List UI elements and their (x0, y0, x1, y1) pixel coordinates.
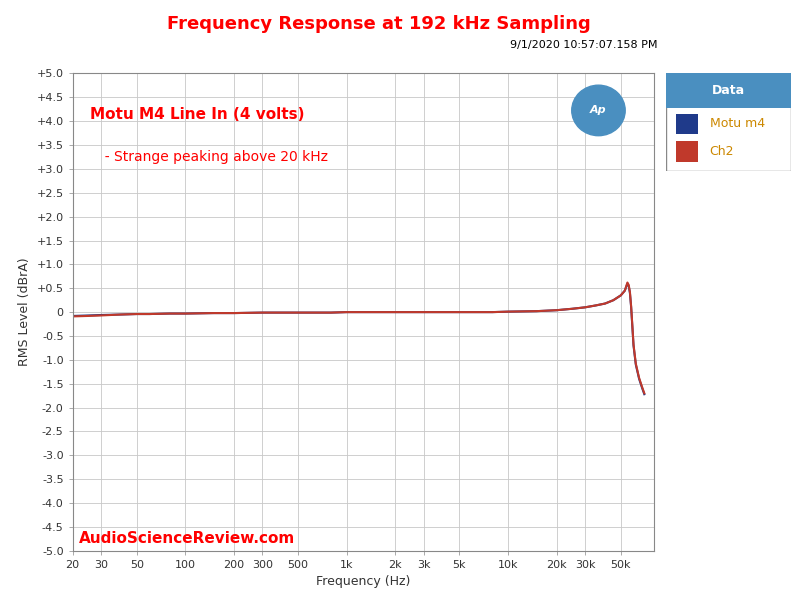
Text: 9/1/2020 10:57:07.158 PM: 9/1/2020 10:57:07.158 PM (510, 40, 658, 50)
Motu m4 (342, 308, 352, 316)
Ch2 (391, 308, 400, 316)
Ch2 (567, 305, 577, 313)
Ch2 (116, 311, 126, 318)
Ch2 (165, 310, 174, 317)
Motu m4 (132, 310, 142, 318)
Ch2 (454, 308, 464, 316)
Text: Data: Data (712, 84, 745, 97)
Ch2 (532, 307, 541, 315)
Motu m4 (622, 280, 632, 287)
Motu m4 (624, 282, 633, 289)
Motu m4 (454, 308, 464, 316)
FancyBboxPatch shape (666, 73, 791, 108)
Ch2 (639, 390, 649, 397)
Ch2 (96, 312, 106, 319)
Motu m4 (165, 310, 174, 317)
Line: Motu m4: Motu m4 (73, 283, 644, 394)
Motu m4 (600, 300, 610, 307)
Text: AudioScienceReview.com: AudioScienceReview.com (78, 531, 295, 546)
Ch2 (132, 310, 142, 318)
Motu m4 (144, 310, 154, 318)
Ch2 (624, 282, 633, 289)
Motu m4 (625, 289, 635, 297)
Motu m4 (293, 309, 303, 316)
FancyBboxPatch shape (675, 114, 698, 134)
Ch2 (591, 302, 600, 309)
Ch2 (503, 308, 512, 315)
Ch2 (625, 288, 635, 296)
Ch2 (419, 308, 429, 316)
Motu m4 (629, 342, 638, 349)
Ch2 (600, 300, 610, 307)
Ch2 (83, 312, 93, 319)
Motu m4 (620, 287, 629, 294)
Motu m4 (626, 304, 636, 311)
Ch2 (638, 384, 647, 391)
Text: Frequency Response at 192 kHz Sampling: Frequency Response at 192 kHz Sampling (167, 15, 592, 33)
Motu m4 (326, 309, 336, 316)
Motu m4 (487, 308, 497, 316)
Motu m4 (391, 308, 400, 316)
FancyBboxPatch shape (666, 73, 791, 171)
Ch2 (620, 287, 629, 294)
FancyBboxPatch shape (675, 141, 698, 162)
Motu m4 (567, 305, 577, 313)
Motu m4 (96, 312, 106, 319)
Ch2 (628, 322, 638, 329)
Ch2 (622, 279, 632, 286)
Ch2 (326, 309, 336, 316)
Ch2 (608, 296, 618, 304)
Ch2 (68, 313, 77, 320)
Ch2 (552, 307, 562, 314)
Motu m4 (580, 304, 590, 311)
Ch2 (229, 310, 239, 317)
Text: Motu M4 Line In (4 volts): Motu M4 Line In (4 volts) (90, 107, 304, 122)
Motu m4 (552, 307, 562, 314)
Motu m4 (608, 296, 618, 304)
Ch2 (580, 304, 590, 311)
Motu m4 (639, 390, 649, 398)
Motu m4 (616, 292, 625, 299)
Ch2 (634, 375, 644, 382)
Ch2 (616, 292, 625, 299)
Text: Ch2: Ch2 (709, 145, 734, 158)
Ch2 (209, 310, 219, 317)
Motu m4 (419, 308, 429, 316)
X-axis label: Frequency (Hz): Frequency (Hz) (316, 575, 410, 588)
Motu m4 (209, 310, 219, 317)
Motu m4 (532, 307, 541, 315)
Motu m4 (83, 312, 93, 319)
Motu m4 (503, 308, 512, 315)
Motu m4 (68, 312, 77, 319)
Y-axis label: RMS Level (dBrA): RMS Level (dBrA) (18, 258, 31, 367)
Ch2 (487, 308, 497, 316)
Ch2 (144, 310, 154, 318)
Motu m4 (591, 302, 600, 309)
Motu m4 (229, 310, 239, 317)
Ch2 (626, 303, 636, 310)
Ch2 (181, 310, 190, 317)
Ch2 (257, 309, 267, 316)
Ch2 (629, 341, 638, 348)
Line: Ch2: Ch2 (73, 283, 644, 394)
Motu m4 (638, 385, 647, 392)
Ch2 (342, 308, 352, 316)
Motu m4 (116, 311, 126, 318)
Motu m4 (257, 309, 267, 316)
Ch2 (631, 360, 641, 367)
Text: Motu m4: Motu m4 (709, 118, 765, 130)
Motu m4 (181, 310, 190, 317)
Motu m4 (631, 361, 641, 368)
Motu m4 (634, 375, 644, 382)
Motu m4 (628, 323, 638, 330)
Text: - Strange peaking above 20 kHz: - Strange peaking above 20 kHz (96, 150, 328, 164)
Ch2 (293, 309, 303, 316)
